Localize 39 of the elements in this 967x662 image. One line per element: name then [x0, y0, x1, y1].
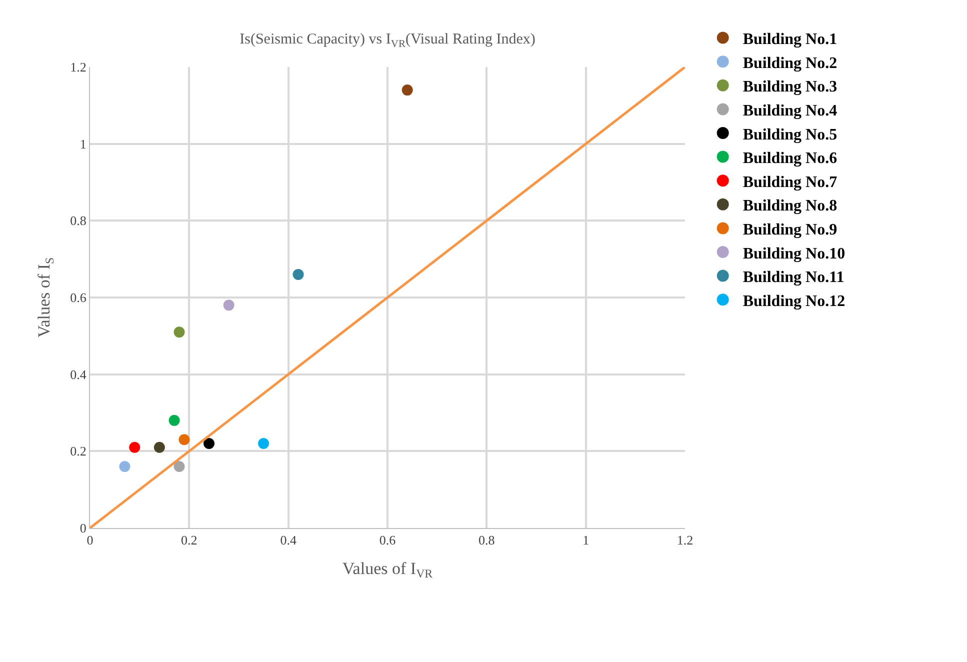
point	[204, 438, 214, 449]
chart-title: Is(Seismic Capacity) vs I$_{VR}$(Visual Rating Index)	[240, 32, 536, 50]
point	[154, 442, 165, 453]
y-tick-label: 0.8	[70, 213, 86, 228]
x-axis-title: Values of I$_{VR}$	[342, 559, 433, 581]
x-tick-label: 0.4	[280, 532, 297, 548]
legend-label: Building No.12	[742, 292, 846, 310]
y-tick-label: 1.2	[70, 60, 86, 75]
point	[258, 438, 270, 449]
y-tick-label: 0.4	[70, 366, 87, 382]
y-tick-label: 0	[80, 520, 86, 536]
y-tick-label: 0.2	[70, 444, 86, 459]
point	[174, 461, 185, 472]
y-tick-label: 0.6	[70, 290, 87, 306]
legend-label: Building No.2	[742, 54, 838, 72]
point	[223, 300, 234, 311]
x-tick-label: 0.6	[379, 532, 396, 548]
legend-label: Building No.5	[742, 126, 838, 144]
x-tick-label: 0.8	[478, 532, 495, 548]
x-tick-label: 0.2	[181, 532, 198, 548]
legend-label: Building No.11	[742, 269, 844, 286]
y-tick-label: 1	[80, 136, 86, 152]
legend-label: Building No.3	[742, 78, 838, 96]
point	[402, 84, 413, 96]
legend-label: Building No.8	[742, 198, 838, 215]
point	[292, 268, 304, 280]
x-tick-label: 1.2	[676, 532, 694, 548]
legend-label: Building No.1	[742, 31, 838, 48]
legend-label: Building No.7	[742, 174, 838, 191]
legend-label: Building No.4	[742, 102, 838, 120]
point	[174, 326, 185, 338]
point	[129, 442, 140, 453]
x-tick-label: 1	[582, 532, 590, 548]
point	[178, 434, 190, 446]
legend-label: Building No.6	[742, 150, 838, 168]
legend-label: Building No.10	[742, 245, 846, 262]
point	[168, 414, 180, 426]
point	[119, 461, 130, 472]
legend-label: Building No.9	[742, 221, 838, 238]
